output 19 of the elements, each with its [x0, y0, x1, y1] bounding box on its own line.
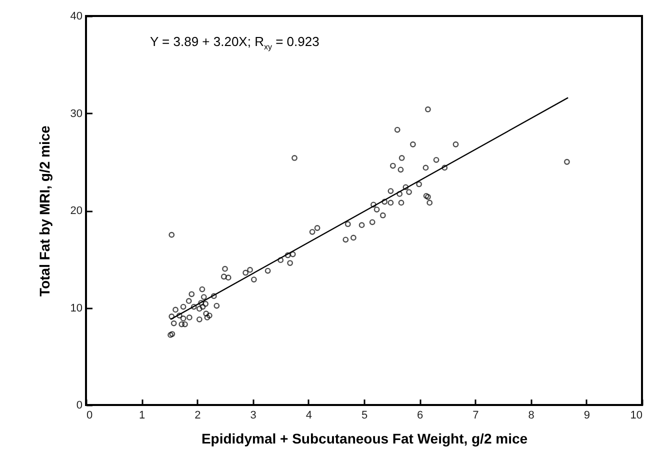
x-tick-label: 8 [528, 410, 534, 422]
y-tick-label: 30 [70, 108, 82, 120]
x-tick-label: 6 [417, 410, 424, 422]
x-tick-label: 2 [194, 410, 201, 422]
annotation: Y = 3.89 + 3.20X; R$_{xy}$ = 0.923 [150, 34, 320, 52]
y-axis-title: Total Fat by MRI, g/2 mice [36, 125, 52, 296]
y-tick-label: 10 [70, 302, 82, 314]
x-tick-label: 3 [250, 410, 256, 422]
x-tick-label: 9 [584, 410, 590, 422]
y-tick-label: 20 [70, 205, 82, 217]
x-tick-label: 10 [630, 410, 642, 422]
y-tick-label: 0 [76, 400, 82, 412]
x-tick-label: 4 [306, 410, 312, 422]
x-tick-label: 7 [472, 410, 479, 422]
x-tick-label: 5 [361, 410, 368, 422]
y-tick-label: 40 [70, 10, 82, 22]
x-axis-title: Epididymal + Subcutaneous Fat Weight, g/2 mice [201, 430, 528, 446]
x-tick-label: 1 [139, 410, 146, 422]
x-tick-label: 0 [86, 410, 93, 422]
